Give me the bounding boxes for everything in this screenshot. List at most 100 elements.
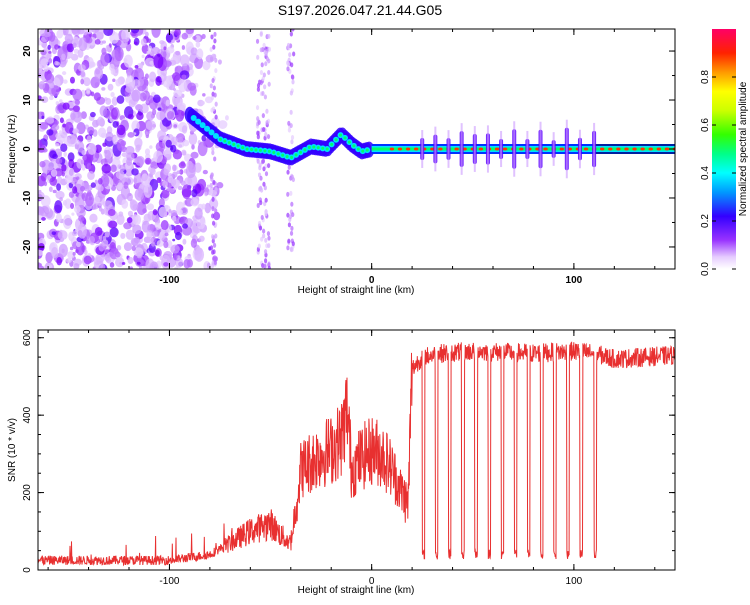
ridge-core [204, 125, 211, 132]
noise-blob [135, 155, 145, 166]
ridge-core [190, 114, 197, 121]
noise-blob [182, 139, 190, 147]
noise-blob [147, 38, 151, 43]
noise-blob [290, 201, 294, 207]
noise-blob [89, 111, 96, 118]
colorbar-tick-label: 0.4 [700, 166, 711, 180]
noise-blob [289, 31, 293, 37]
noise-blob [38, 144, 41, 149]
noise-blob [213, 38, 217, 44]
noise-blob [267, 81, 271, 87]
noise-blob [66, 134, 77, 145]
noise-blob [262, 233, 266, 239]
noise-blob [69, 76, 75, 84]
noise-blob [97, 116, 104, 126]
noise-blob [105, 257, 111, 263]
noise-blob [71, 212, 75, 216]
noise-blob [132, 224, 142, 235]
noise-blob [263, 49, 267, 55]
noise-blob [164, 60, 172, 67]
noise-blob [48, 186, 53, 193]
noise-blob [163, 163, 172, 174]
noise-blob [38, 63, 43, 74]
noise-blob [39, 205, 50, 217]
noise-blob [263, 84, 267, 90]
noise-blob [162, 180, 168, 188]
noise-blob [87, 126, 95, 135]
noise-blob [163, 240, 169, 249]
noise-blob [163, 211, 168, 218]
noise-blob [212, 44, 216, 50]
noise-blob [262, 181, 266, 187]
noise-blob [141, 173, 149, 186]
noise-blob [66, 43, 75, 53]
noise-blob [194, 207, 203, 220]
noise-blob [267, 46, 272, 52]
noise-blob [114, 46, 124, 62]
carrier-peak [389, 147, 395, 151]
ridge-center [321, 146, 325, 150]
spectrogram-ridge [184, 106, 675, 179]
noise-blob [168, 209, 172, 213]
noise-blob [286, 169, 290, 175]
noise-blob [64, 198, 72, 209]
noise-blob [175, 50, 181, 56]
noise-blob [217, 59, 222, 65]
noise-blob [190, 47, 198, 56]
noise-blob [97, 127, 107, 138]
noise-blob [181, 184, 192, 200]
noise-blob [213, 92, 217, 98]
spectrogram-y-axis: -20 -10 0 10 20 [22, 45, 675, 254]
y-tick-label: 600 [22, 329, 33, 346]
noise-blob [149, 145, 153, 149]
noise-blob [152, 209, 158, 216]
noise-blob [170, 144, 177, 153]
noise-blob [291, 29, 295, 32]
noise-blob [61, 164, 67, 172]
noise-blob [80, 111, 87, 120]
snr-frame [37, 329, 676, 571]
ridge-center [330, 142, 334, 146]
ridge-center [339, 133, 343, 137]
noise-blob [165, 32, 173, 43]
noise-blob [46, 129, 54, 136]
noise-blob [77, 64, 86, 72]
noise-blob [48, 95, 54, 101]
noise-blob [57, 230, 68, 241]
noise-blob [256, 54, 260, 60]
snr-line [38, 341, 675, 567]
noise-blob [257, 120, 261, 126]
noise-blob [262, 228, 266, 234]
noise-blob [291, 79, 295, 85]
dropout-spike-faint [460, 123, 463, 175]
noise-blob [45, 161, 55, 171]
noise-blob [289, 90, 293, 96]
noise-blob [267, 70, 271, 76]
noise-blob [212, 179, 216, 185]
noise-blob [105, 44, 110, 52]
noise-blob [80, 70, 86, 78]
noise-blob [211, 213, 215, 219]
noise-blob [165, 139, 172, 148]
noise-blob [63, 151, 68, 157]
colorbar-label: Normalized spectral amplitude [738, 81, 749, 216]
noise-blob [112, 135, 119, 145]
noise-blob [210, 34, 214, 40]
noise-blob [255, 38, 260, 44]
noise-blob [289, 230, 294, 236]
noise-blob [61, 171, 65, 177]
noise-blob [54, 44, 60, 50]
noise-blob [62, 29, 69, 36]
noise-blob [217, 120, 228, 129]
noise-blob [129, 199, 138, 211]
carrier-peak [413, 147, 419, 151]
noise-blob [260, 159, 265, 165]
carrier-peak [616, 147, 621, 151]
noise-blob [38, 249, 44, 256]
noise-blob [172, 149, 183, 160]
noise-blob [266, 231, 271, 237]
noise-blob [70, 112, 76, 120]
noise-blob [101, 87, 106, 91]
noise-blob [56, 103, 65, 112]
noise-blob [117, 182, 123, 191]
